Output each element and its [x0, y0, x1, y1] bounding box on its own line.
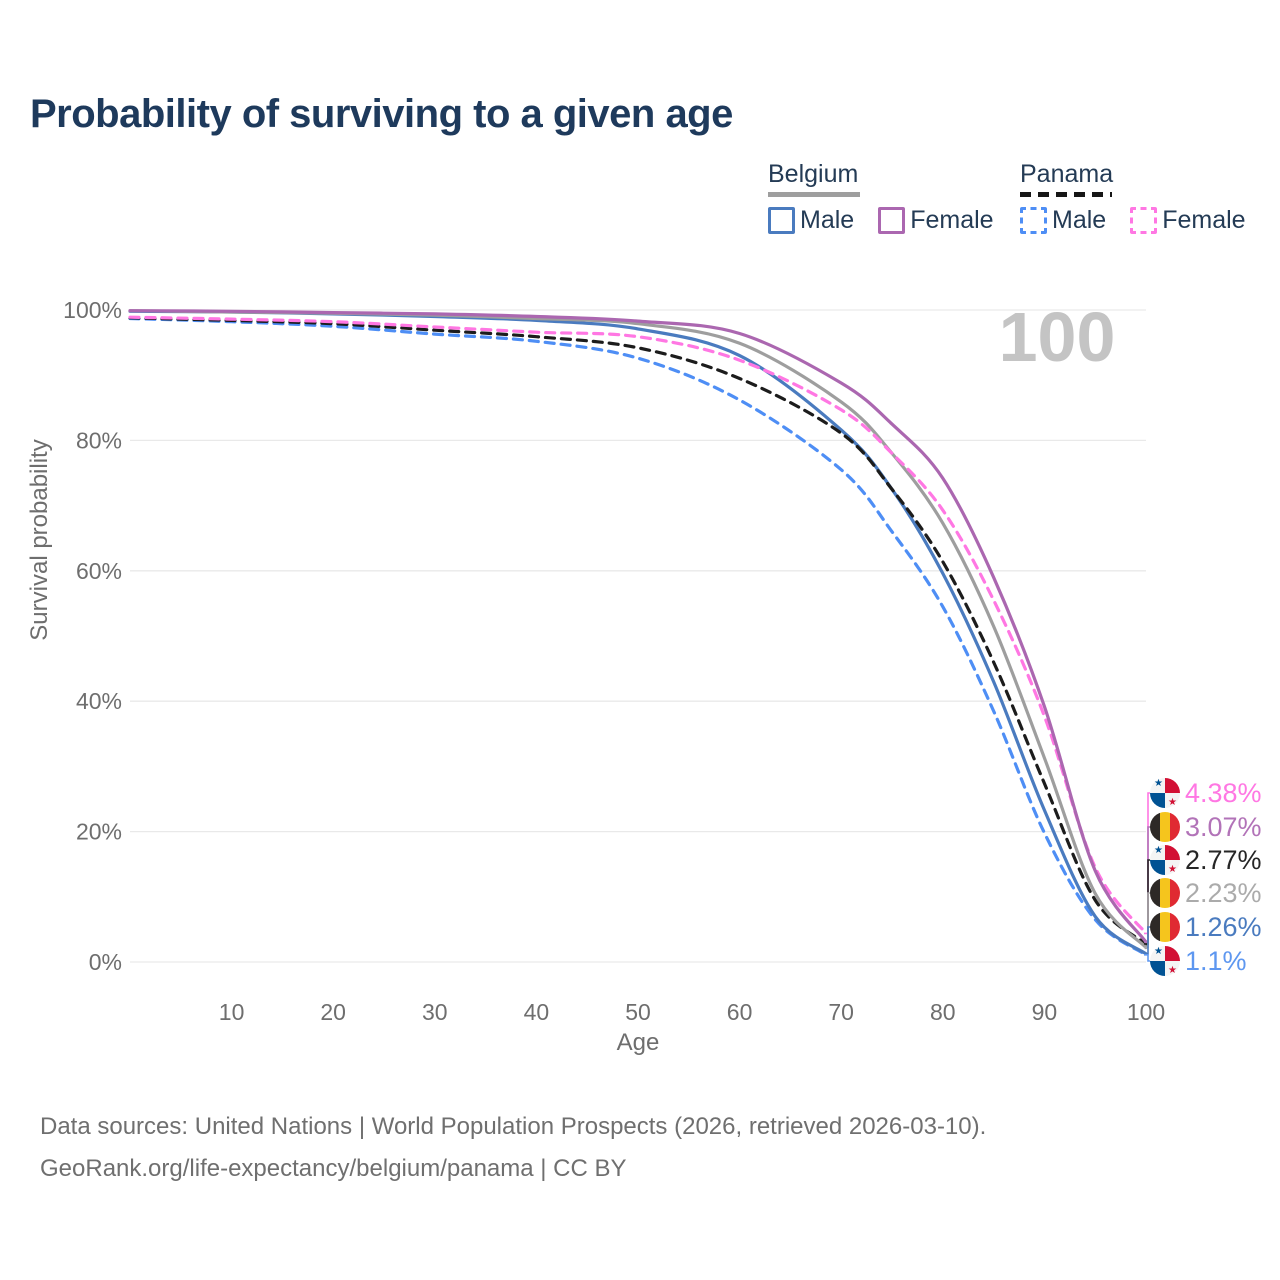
y-tick-label: 40%	[76, 688, 122, 714]
belgium-flag-icon	[1150, 812, 1180, 842]
panama-female-label[interactable]: Female	[1162, 206, 1246, 234]
y-tick-label: 0%	[89, 949, 122, 975]
x-tick-label: 80	[930, 999, 956, 1025]
belgium-female-label[interactable]: Female	[910, 206, 994, 234]
series-line-belgium-female[interactable]	[128, 309, 1148, 944]
end-value: 1.26%	[1185, 911, 1262, 942]
belgium-male-checkbox[interactable]	[768, 207, 795, 234]
legend-belgium-title: Belgium	[768, 160, 859, 188]
footer-line-sources: Data sources: United Nations | World Pop…	[40, 1113, 987, 1140]
footer-line-attribution: GeoRank.org/life-expectancy/belgium/pana…	[40, 1155, 627, 1182]
series-line-belgium-both-sexes[interactable]	[128, 309, 1148, 950]
x-tick-label: 90	[1032, 999, 1058, 1025]
end-label-belgium-both: 2.23%	[1150, 877, 1262, 909]
panama-female-checkbox[interactable]	[1130, 207, 1158, 234]
y-tick-label: 20%	[76, 819, 122, 845]
series-line-belgium-male[interactable]	[128, 309, 1148, 956]
legend-panama-title: Panama	[1020, 160, 1114, 188]
end-value: 3.07%	[1185, 811, 1262, 842]
series-line-panama-female[interactable]	[128, 315, 1148, 935]
legend-group-panama: Panama Male Female	[1020, 160, 1246, 235]
x-tick-label: 100	[1127, 999, 1165, 1025]
end-value: 1.1%	[1185, 945, 1247, 976]
x-tick-label: 20	[320, 999, 346, 1025]
belgium-male-label[interactable]: Male	[800, 206, 855, 234]
x-tick-label: 70	[828, 999, 854, 1025]
x-tick-label: 10	[219, 999, 245, 1025]
panama-flag-icon	[1150, 778, 1180, 808]
y-tick-label: 100%	[63, 297, 122, 323]
end-label-belgium-female: 3.07%	[1150, 811, 1262, 843]
end-label-panama-female: 4.38%	[1150, 777, 1262, 809]
legend-group-belgium: Belgium Male Female	[768, 160, 994, 235]
end-value: 4.38%	[1185, 777, 1262, 808]
y-axis-title: Survival probability	[26, 439, 53, 640]
x-tick-label: 60	[727, 999, 753, 1025]
end-label-belgium-male: 1.26%	[1150, 911, 1262, 943]
current-age-watermark: 100	[999, 298, 1116, 376]
x-tick-label: 30	[422, 999, 448, 1025]
belgium-solid-line-sample	[768, 192, 860, 197]
data-sources-footer: Data sources: United Nations | World Pop…	[40, 1106, 986, 1190]
y-tick-label: 60%	[76, 558, 122, 584]
series-line-panama-male[interactable]	[128, 316, 1148, 957]
end-value: 2.77%	[1185, 844, 1262, 875]
end-label-panama-both: 2.77%	[1150, 844, 1262, 876]
series-line-panama-both-sexes[interactable]	[128, 316, 1148, 946]
x-tick-label: 50	[625, 999, 651, 1025]
belgium-flag-icon	[1150, 912, 1180, 942]
end-value: 2.23%	[1185, 877, 1262, 908]
y-tick-label: 80%	[76, 427, 122, 453]
panama-dashed-line-sample	[1020, 192, 1112, 197]
x-tick-label: 40	[524, 999, 550, 1025]
panama-male-label[interactable]: Male	[1052, 206, 1107, 234]
panama-male-checkbox[interactable]	[1020, 207, 1047, 234]
page-title: Probability of surviving to a given age	[30, 92, 733, 136]
belgium-flag-icon	[1150, 878, 1180, 908]
end-label-panama-male: 1.1%	[1150, 945, 1247, 977]
panama-flag-icon	[1150, 845, 1180, 875]
panama-flag-icon	[1150, 946, 1180, 976]
belgium-female-checkbox[interactable]	[878, 207, 906, 234]
x-axis-title: Age	[617, 1029, 660, 1056]
